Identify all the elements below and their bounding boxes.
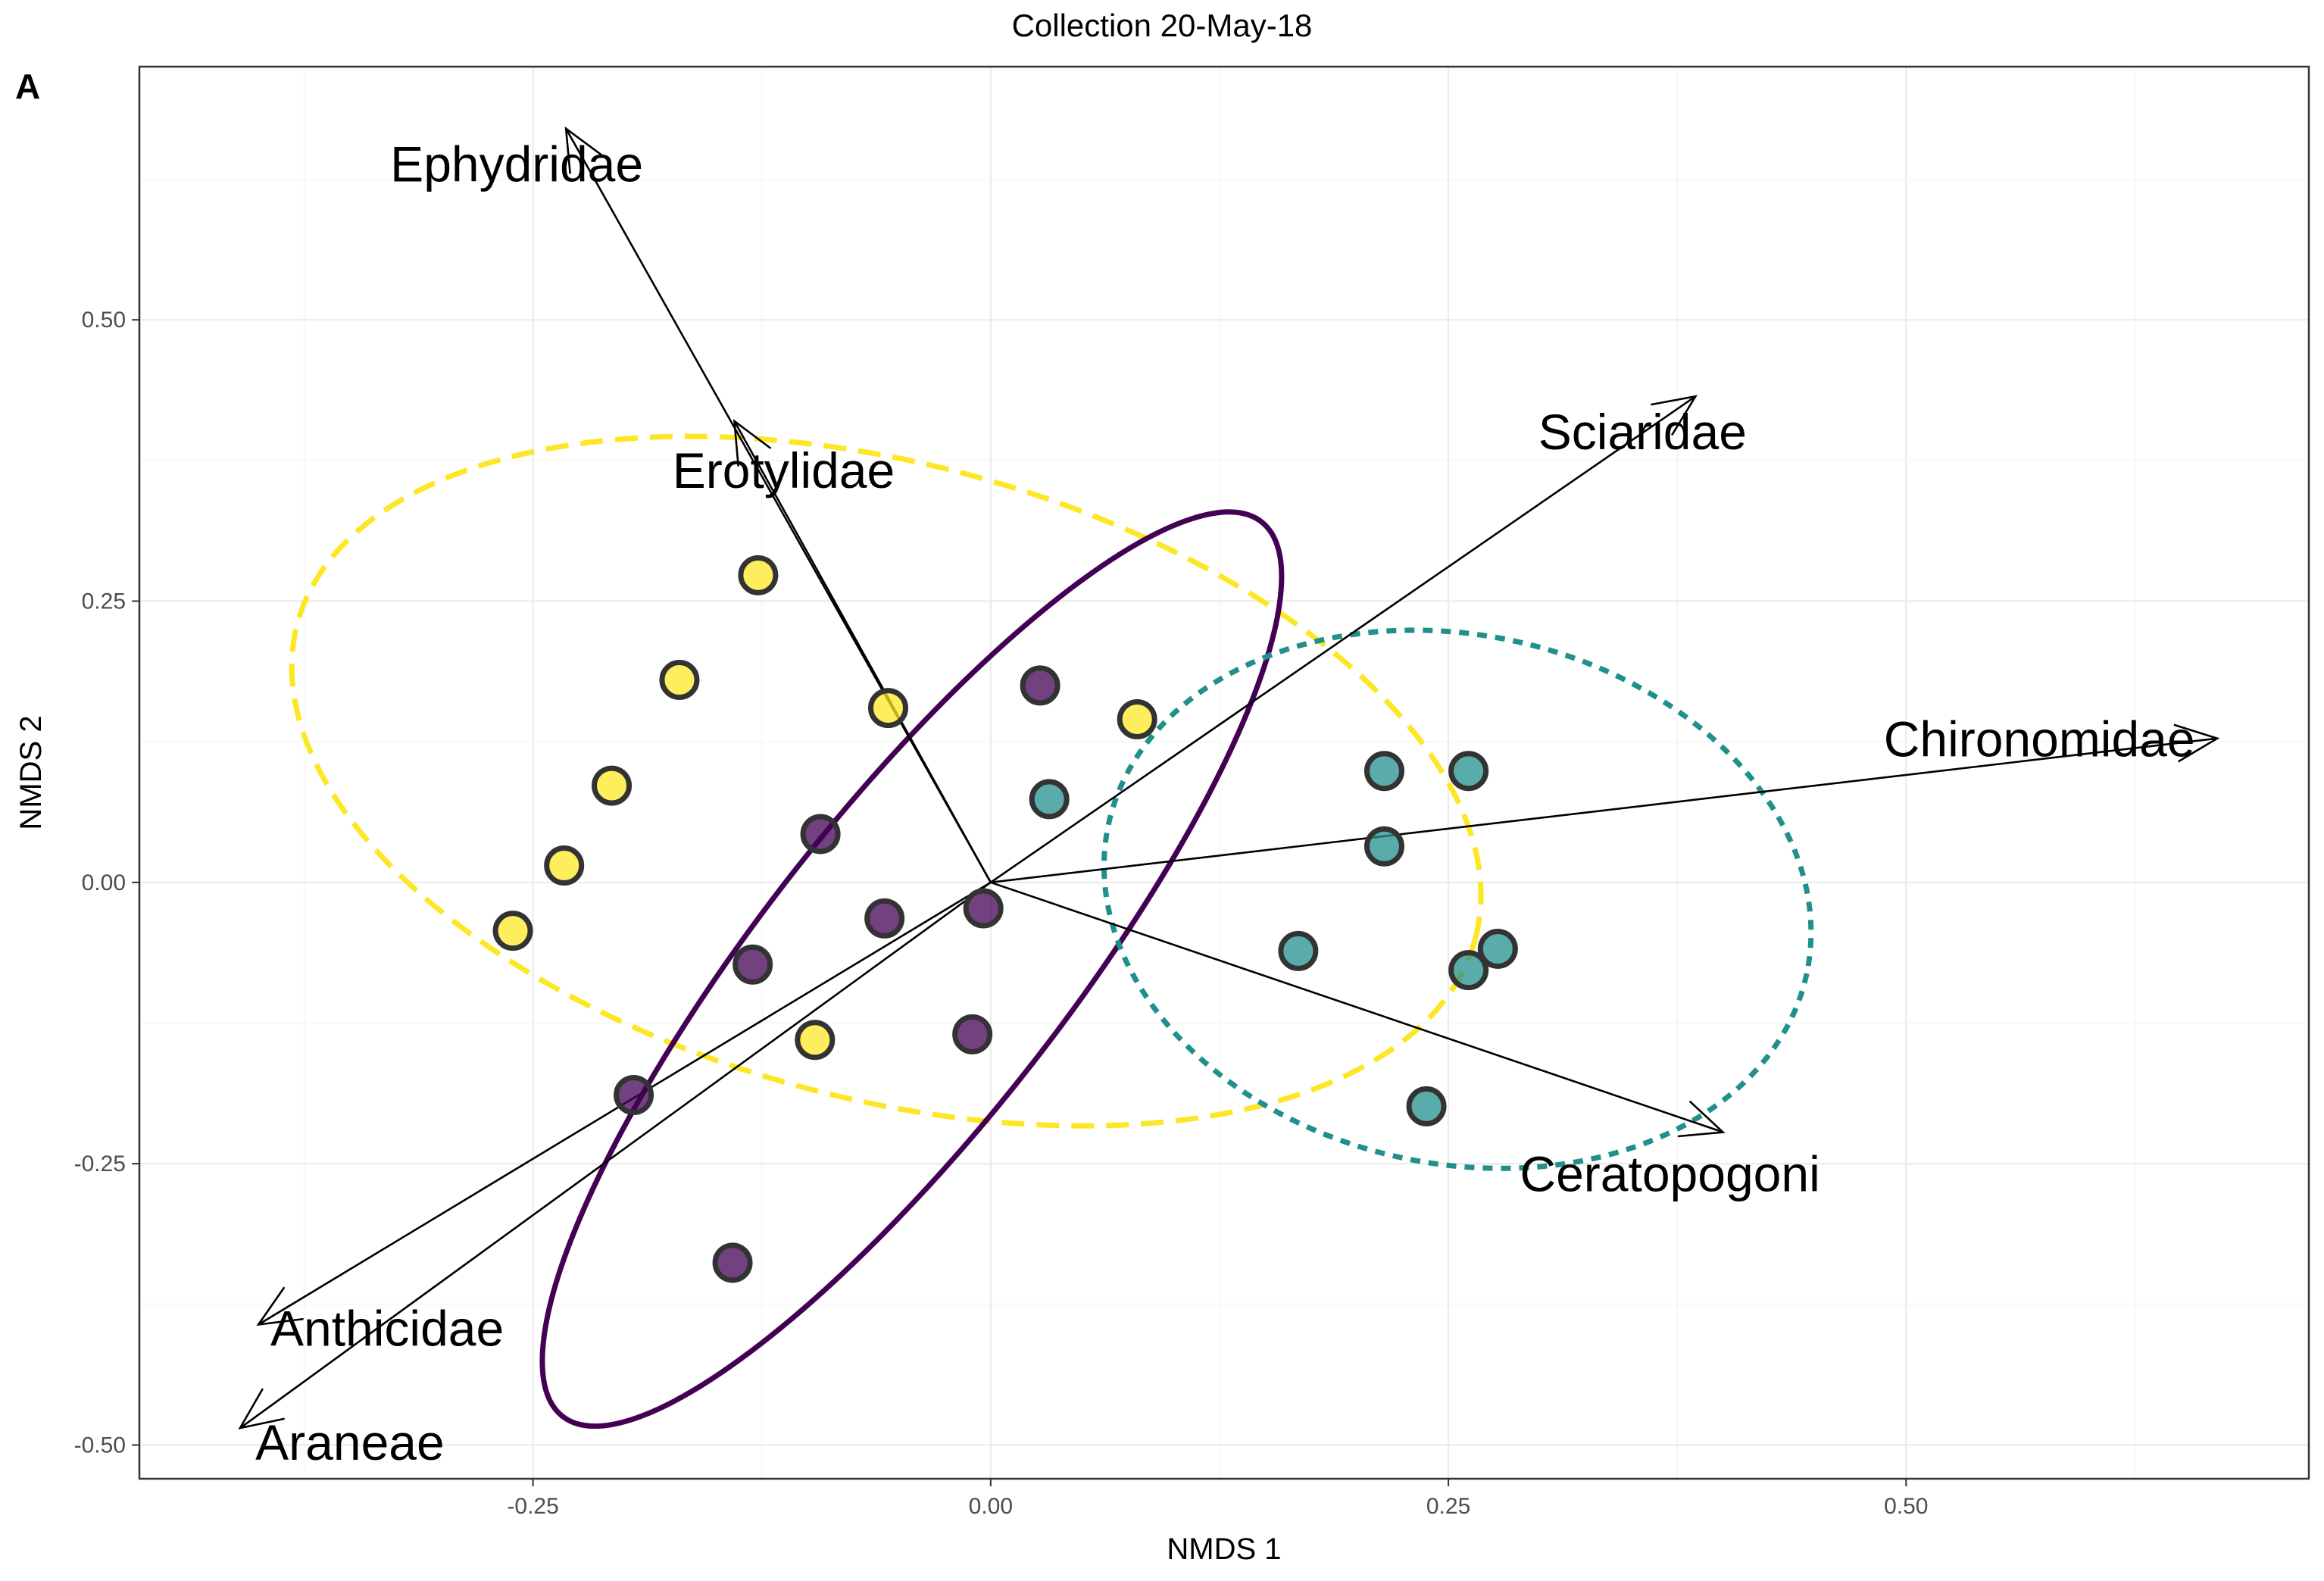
vector-ephydridae-arrowhead bbox=[564, 126, 604, 174]
group-1-point bbox=[544, 845, 585, 886]
vector-erotylidae-label: Erotylidae bbox=[673, 442, 895, 498]
y-tick-label: -0.25 bbox=[74, 1151, 126, 1176]
group-2-point bbox=[800, 814, 841, 855]
group-3-point bbox=[1278, 930, 1319, 971]
group-2-point bbox=[864, 898, 905, 939]
x-tick-label: -0.25 bbox=[507, 1494, 558, 1519]
group-3-ellipse bbox=[1101, 627, 1814, 1171]
vector-ceratopogoni-line bbox=[990, 881, 1724, 1133]
vector-ephydridae-label: Ephydridae bbox=[390, 136, 643, 192]
grid bbox=[139, 67, 2309, 1479]
group-2-point bbox=[712, 1242, 753, 1283]
species-vectors bbox=[238, 126, 2220, 1430]
group-3-point bbox=[1448, 751, 1489, 792]
vector-sciaridae-arrowhead bbox=[1651, 395, 1698, 436]
axes: -0.25 0.00 0.25 0.50 -0.50 -0.25 0.00 0.25 0.50 bbox=[74, 308, 1929, 1519]
vector-araneae-line bbox=[239, 881, 992, 1429]
vector-sciaridae-line bbox=[990, 395, 1697, 883]
vector-chironomidae-line bbox=[990, 737, 2218, 884]
x-tick-label: 0.00 bbox=[969, 1494, 1013, 1519]
vector-anthicidae-arrowhead bbox=[256, 1286, 304, 1326]
y-tick-label: 0.25 bbox=[82, 589, 126, 614]
group-1-ellipse bbox=[289, 433, 1484, 1129]
group-1-point bbox=[492, 911, 533, 951]
group-2-point bbox=[1020, 665, 1060, 706]
vector-araneae-label: Araneae bbox=[255, 1414, 445, 1470]
group-1-point bbox=[795, 1020, 836, 1061]
vector-ceratopogoni-arrowhead bbox=[1677, 1100, 1726, 1138]
confidence-ellipses bbox=[289, 433, 1814, 1429]
group-3-point bbox=[1363, 826, 1404, 867]
vector-anthicidae-label: Anthicidae bbox=[270, 1301, 504, 1357]
site-points bbox=[492, 555, 1518, 1283]
group-3-point bbox=[1029, 779, 1070, 820]
panel-tag: A bbox=[15, 67, 40, 106]
group-2-point bbox=[732, 944, 773, 985]
x-tick-label: 0.25 bbox=[1426, 1494, 1470, 1519]
x-axis-title: NMDS 1 bbox=[1167, 1533, 1281, 1566]
group-2-point bbox=[952, 1014, 993, 1055]
group-3-point bbox=[1477, 928, 1518, 969]
vector-chironomidae-arrowhead bbox=[2173, 723, 2220, 763]
group-2-point bbox=[614, 1075, 654, 1116]
panel-border bbox=[138, 65, 2310, 1480]
group-1-point bbox=[868, 688, 909, 729]
y-axis-title: NMDS 2 bbox=[14, 715, 48, 830]
group-1-point bbox=[592, 765, 633, 806]
vector-sciaridae-label: Sciaridae bbox=[1538, 404, 1747, 460]
group-1-point bbox=[1117, 698, 1157, 739]
vector-erotylidae-line bbox=[733, 420, 992, 883]
group-2-ellipse bbox=[539, 509, 1285, 1429]
group-2-point bbox=[963, 888, 1004, 929]
group-3-point bbox=[1448, 950, 1489, 991]
vector-ceratopogoni-label: Ceratopogoni bbox=[1520, 1146, 1820, 1202]
group-3-point bbox=[1406, 1086, 1447, 1126]
chart-title: Collection 20-May-18 bbox=[1012, 8, 1313, 43]
x-tick-label: 0.50 bbox=[1884, 1494, 1928, 1519]
group-3-point bbox=[1363, 751, 1404, 792]
y-tick-label: 0.50 bbox=[82, 308, 126, 333]
y-tick-label: 0.00 bbox=[82, 870, 126, 895]
vector-labels: Ephydridae Erotylidae Sciaridae Chironomida… bbox=[255, 136, 2194, 1470]
vector-chironomidae-label: Chironomidae bbox=[1884, 711, 2195, 767]
y-tick-label: -0.50 bbox=[74, 1433, 126, 1458]
vector-erotylidae-arrowhead bbox=[732, 419, 772, 467]
vector-araneae-arrowhead bbox=[238, 1388, 285, 1430]
group-1-point bbox=[738, 555, 779, 595]
group-1-point bbox=[659, 659, 700, 700]
